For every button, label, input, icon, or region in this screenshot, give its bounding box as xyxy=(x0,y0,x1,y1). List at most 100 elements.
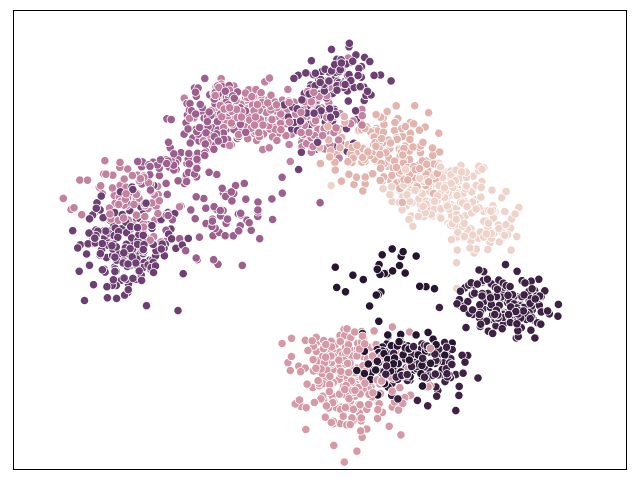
scatter-point xyxy=(387,170,397,180)
scatter-point xyxy=(488,328,498,338)
scatter-point xyxy=(73,243,83,253)
scatter-point xyxy=(301,68,311,78)
scatter-point xyxy=(332,85,342,95)
scatter-point xyxy=(411,251,421,261)
scatter-point xyxy=(301,424,311,435)
scatter-point xyxy=(357,120,367,130)
scatter-point xyxy=(285,365,295,376)
scatter-point xyxy=(277,172,287,182)
scatter-point xyxy=(131,258,141,268)
scatter-point xyxy=(510,209,520,219)
scatter-point xyxy=(353,71,363,81)
scatter-point xyxy=(402,190,412,200)
scatter-point xyxy=(501,220,511,230)
scatter-point xyxy=(441,342,452,352)
scatter-point xyxy=(330,262,340,272)
scatter-point xyxy=(271,100,282,110)
scatter-point xyxy=(236,112,246,122)
scatter-point xyxy=(476,192,486,202)
scatter-point xyxy=(195,99,205,110)
scatter-point xyxy=(512,232,522,242)
scatter-point xyxy=(474,309,484,320)
scatter-point xyxy=(289,73,299,84)
scatter-point xyxy=(486,206,496,216)
scatter-point xyxy=(131,210,141,220)
scatter-point xyxy=(530,333,540,343)
scatter-point xyxy=(387,244,397,254)
scatter-point xyxy=(186,205,196,215)
scatter-point xyxy=(352,446,362,456)
scatter-point xyxy=(358,186,368,196)
scatter-point xyxy=(209,255,219,265)
scatter-point xyxy=(95,249,106,259)
scatter-point xyxy=(368,388,378,398)
scatter-point xyxy=(383,330,393,340)
scatter-point xyxy=(315,77,325,88)
scatter-point xyxy=(121,189,131,199)
scatter-point xyxy=(518,306,529,316)
scatter-point xyxy=(250,112,261,122)
scatter-point xyxy=(330,165,340,175)
scatter-point xyxy=(284,117,294,127)
scatter-point xyxy=(525,313,535,324)
scatter-point xyxy=(446,178,456,188)
scatter-point xyxy=(174,202,185,212)
scatter-point xyxy=(266,90,276,100)
scatter-point xyxy=(191,109,201,119)
scatter-point xyxy=(315,198,325,208)
scatter-point xyxy=(371,110,381,120)
scatter-point xyxy=(340,79,350,90)
scatter-point xyxy=(119,174,129,184)
scatter-point xyxy=(391,101,401,111)
scatter-point xyxy=(451,405,461,416)
scatter-point xyxy=(302,379,312,389)
scatter-point xyxy=(246,225,256,235)
scatter-point xyxy=(460,357,470,367)
scatter-point xyxy=(474,265,484,275)
scatter-point xyxy=(500,206,510,217)
scatter-point xyxy=(385,190,395,200)
scatter-point xyxy=(74,266,84,276)
scatter-point xyxy=(97,239,107,249)
scatter-point xyxy=(58,193,68,203)
scatter-point xyxy=(69,203,79,213)
scatter-point xyxy=(414,125,424,135)
scatter-point xyxy=(91,203,101,213)
scatter-point xyxy=(387,322,397,332)
scatter-point xyxy=(324,104,335,114)
scatter-point xyxy=(297,95,307,105)
scatter-point xyxy=(411,330,421,340)
scatter-point xyxy=(105,209,115,219)
scatter-point xyxy=(284,139,294,150)
scatter-point xyxy=(210,90,220,101)
scatter-point xyxy=(418,201,428,211)
scatter-point xyxy=(342,324,352,334)
scatter-point xyxy=(412,395,422,405)
scatter-point xyxy=(202,117,212,127)
scatter-point xyxy=(394,337,404,347)
scatter-point xyxy=(190,87,201,97)
scatter-point xyxy=(427,143,437,153)
scatter-point xyxy=(213,136,223,146)
scatter-point xyxy=(326,44,337,55)
scatter-point xyxy=(154,196,164,206)
scatter-point xyxy=(501,186,511,196)
scatter-point xyxy=(452,299,462,309)
scatter-point xyxy=(293,164,304,175)
scatter-point xyxy=(145,161,155,172)
scatter-point xyxy=(191,253,201,263)
scatter-point xyxy=(376,133,387,144)
scatter-point xyxy=(317,130,328,140)
scatter-point xyxy=(344,38,354,48)
scatter-point xyxy=(258,120,268,130)
scatter-point xyxy=(325,371,335,381)
scatter-point xyxy=(236,208,246,218)
scatter-point xyxy=(113,232,123,242)
scatter-point xyxy=(309,397,319,407)
scatter-point xyxy=(503,309,514,320)
scatter-point xyxy=(119,273,129,283)
scatter-point xyxy=(417,353,428,363)
scatter-point xyxy=(472,279,482,289)
scatter-point xyxy=(512,266,522,276)
